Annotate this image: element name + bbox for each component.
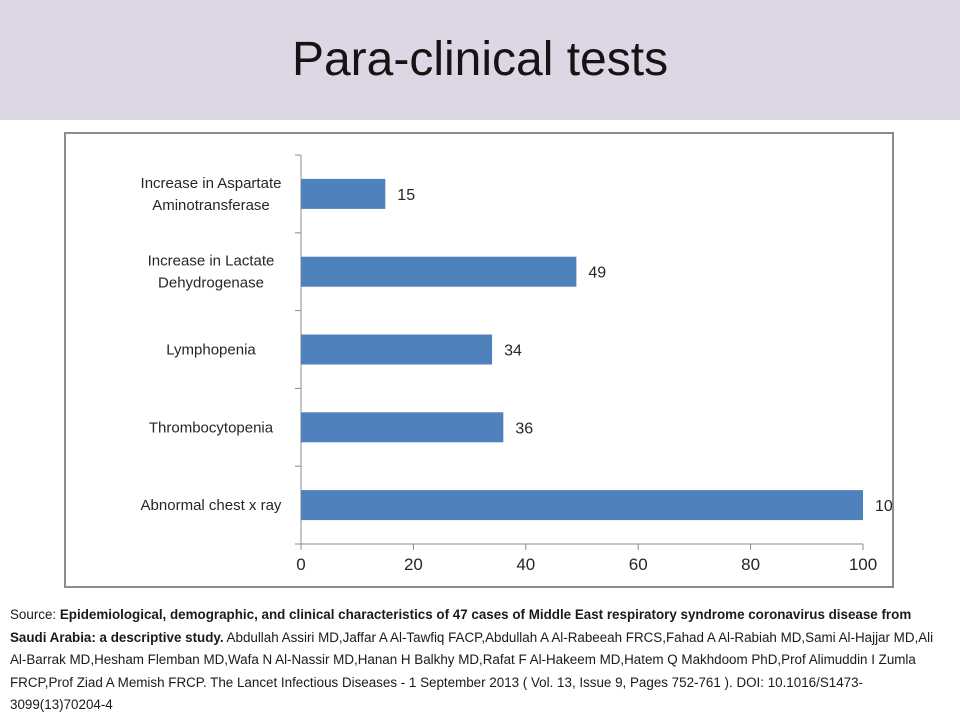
data-label: 15	[397, 187, 415, 204]
data-label: 49	[588, 265, 606, 282]
category-label: Increase in Aspartate Aminotransferase	[141, 175, 282, 214]
bar	[301, 412, 504, 443]
category-label-line: Increase in Lactate	[148, 253, 275, 270]
category-label-line: Lymphopenia	[166, 342, 256, 359]
category-label: Lymphopenia	[166, 342, 256, 359]
data-label: 34	[504, 343, 522, 360]
source-citation: Source: Epidemiological, demographic, an…	[10, 604, 950, 717]
x-tick-label: 0	[296, 555, 305, 574]
bar	[301, 334, 493, 365]
category-label-line: Increase in Aspartate	[141, 175, 282, 192]
category-label-line: Thrombocytopenia	[149, 419, 274, 436]
bar-chart: 0 20 40 60 80 100 15 Increase in Aspartate Amino…	[141, 154, 892, 574]
title-banner	[0, 0, 960, 120]
data-label: 36	[515, 420, 533, 437]
x-tick-label: 100	[849, 555, 877, 574]
source-prefix: Source:	[10, 607, 60, 622]
x-tick-label: 60	[629, 555, 648, 574]
category-label: Increase in Lactate Dehydrogenase	[148, 253, 275, 292]
x-tick-label: 20	[404, 555, 423, 574]
category-label-line: Dehydrogenase	[158, 275, 264, 292]
data-label: 100	[875, 498, 892, 515]
x-tick-label: 40	[516, 555, 535, 574]
x-tick-label: 80	[741, 555, 760, 574]
category-label-line: Aminotransferase	[152, 197, 270, 214]
category-label: Thrombocytopenia	[149, 419, 274, 436]
source-authors-citation: Abdullah Assiri MD,Jaffar A Al-Tawfiq FA…	[10, 629, 934, 713]
slide-title: Para-clinical tests	[291, 33, 669, 86]
category-label: Abnormal chest x ray	[141, 497, 282, 514]
bar	[301, 256, 577, 287]
source-article-title: Epidemiological, demographic, and clinic…	[10, 607, 912, 645]
chart-frame: 0 20 40 60 80 100 15 Increase in Aspartate Amino…	[64, 132, 894, 588]
bar	[301, 178, 386, 209]
bar	[301, 490, 863, 521]
category-label-line: Abnormal chest x ray	[141, 497, 282, 514]
